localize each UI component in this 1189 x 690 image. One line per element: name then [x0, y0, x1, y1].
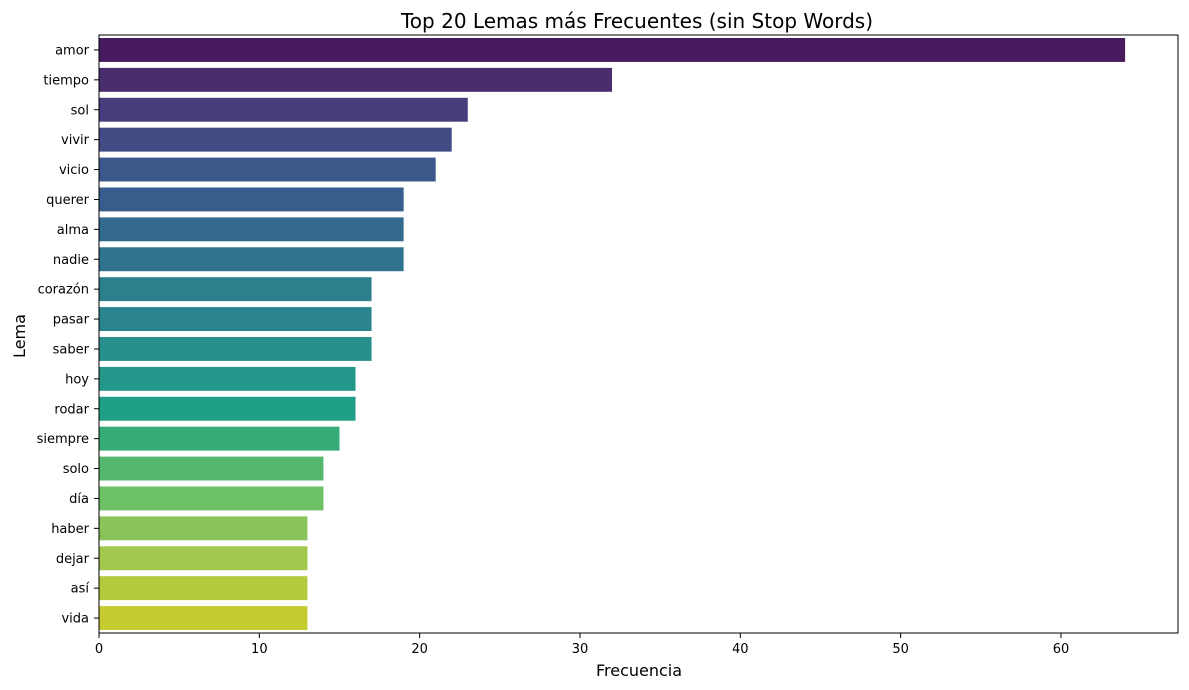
bar-6: [99, 217, 404, 242]
bar-11: [99, 366, 356, 391]
x-tick-label: 40: [732, 642, 749, 657]
bar-7: [99, 247, 404, 272]
y-axis-label: Lema: [10, 314, 29, 358]
bar-16: [99, 516, 308, 541]
bar-13: [99, 426, 340, 451]
y-tick-label: querer: [46, 193, 90, 208]
bar-15: [99, 486, 324, 511]
bar-4: [99, 157, 436, 182]
bar-19: [99, 606, 308, 631]
y-tick-label: amor: [55, 43, 90, 58]
x-tick-label: 10: [251, 642, 268, 657]
bar-0: [99, 37, 1126, 62]
x-tick-label: 60: [1053, 642, 1070, 657]
x-tick-label: 20: [411, 642, 428, 657]
bar-2: [99, 97, 468, 122]
y-tick-label: vicio: [59, 163, 89, 178]
x-tick-label: 0: [95, 642, 103, 657]
y-tick-label: saber: [53, 342, 90, 357]
x-tick-label: 50: [892, 642, 909, 657]
y-tick-label: vivir: [61, 133, 90, 148]
y-tick-label: día: [69, 492, 89, 507]
y-tick-label: nadie: [53, 253, 89, 268]
x-axis-label: Frecuencia: [596, 661, 682, 680]
bar-8: [99, 277, 372, 302]
bar-10: [99, 336, 372, 361]
y-tick-labels: amor tiempo sol vivir vicio querer alma nadie co…: [37, 43, 99, 627]
y-tick-label: alma: [57, 223, 89, 238]
y-tick-label: vida: [61, 612, 89, 627]
y-tick-label: haber: [51, 522, 89, 537]
bar-1: [99, 67, 613, 92]
y-tick-label: así: [71, 582, 90, 597]
bar-14: [99, 456, 324, 481]
bar-18: [99, 576, 308, 601]
y-tick-label: pasar: [53, 313, 90, 328]
bar-17: [99, 546, 308, 571]
bar-12: [99, 396, 356, 421]
y-tick-label: sol: [71, 103, 89, 118]
y-tick-label: siempre: [37, 432, 89, 447]
bar-9: [99, 307, 372, 332]
y-tick-label: rodar: [54, 402, 89, 417]
bar-5: [99, 187, 404, 212]
bars-group: [99, 37, 1126, 631]
x-tick-labels: 0 10 20 30 40 50 60: [95, 633, 1069, 657]
y-tick-label: solo: [63, 462, 89, 477]
y-tick-label: hoy: [65, 372, 89, 387]
x-tick-label: 30: [572, 642, 589, 657]
plot-frame: [98, 34, 1179, 634]
chart-title: Top 20 Lemas más Frecuentes (sin Stop Wo…: [400, 9, 873, 33]
y-tick-label: tiempo: [43, 73, 89, 88]
y-tick-label: corazón: [38, 283, 89, 298]
bar-3: [99, 127, 452, 152]
y-tick-label: dejar: [56, 552, 90, 567]
